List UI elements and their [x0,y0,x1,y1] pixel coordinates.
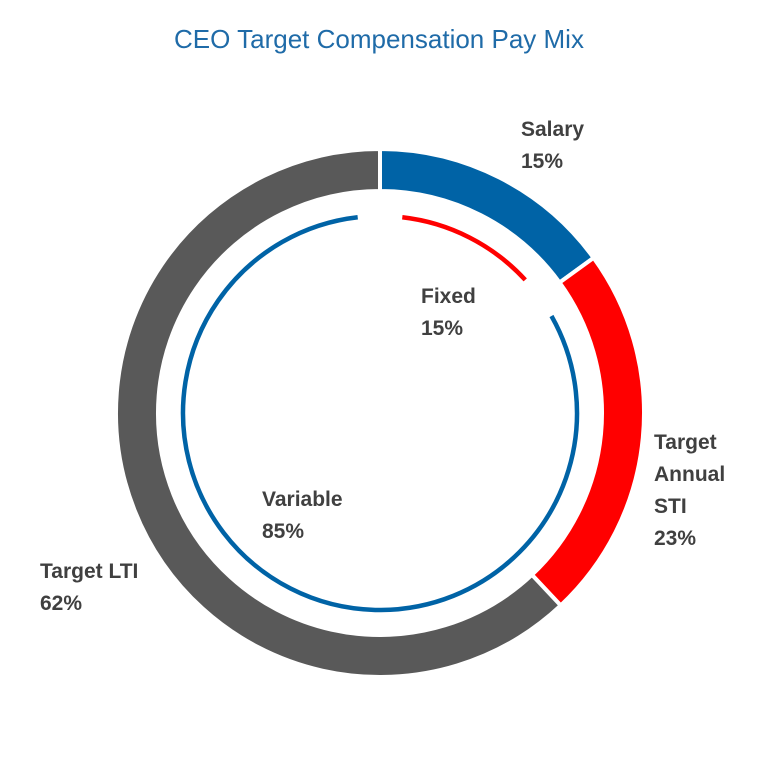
label-value: 15% [421,317,464,340]
label-value: 15% [521,150,564,173]
label-text: Annual [654,463,726,486]
outer-slice-2 [114,146,564,679]
label-text: Target LTI [40,560,139,583]
label-value: 62% [40,592,83,615]
label-fixed: Fixed 15% [421,281,476,345]
inner-slice-1 [180,215,580,613]
label-text: STI [654,495,687,518]
chart-title: CEO Target Compensation Pay Mix [174,24,584,54]
label-text: Target [654,431,717,454]
label-text: Variable [262,488,343,511]
outer-slice-1 [529,255,646,609]
label-variable: Variable 85% [262,484,343,548]
label-lti: Target LTI 62% [40,556,138,620]
label-salary: Salary 15% [521,114,584,178]
inner-slice-0 [402,215,527,282]
label-text: Salary [521,118,585,141]
label-text: Fixed [421,285,476,308]
label-value: 85% [262,520,305,543]
label-sti: Target Annual STI 23% [654,427,725,555]
label-value: 23% [654,527,697,550]
